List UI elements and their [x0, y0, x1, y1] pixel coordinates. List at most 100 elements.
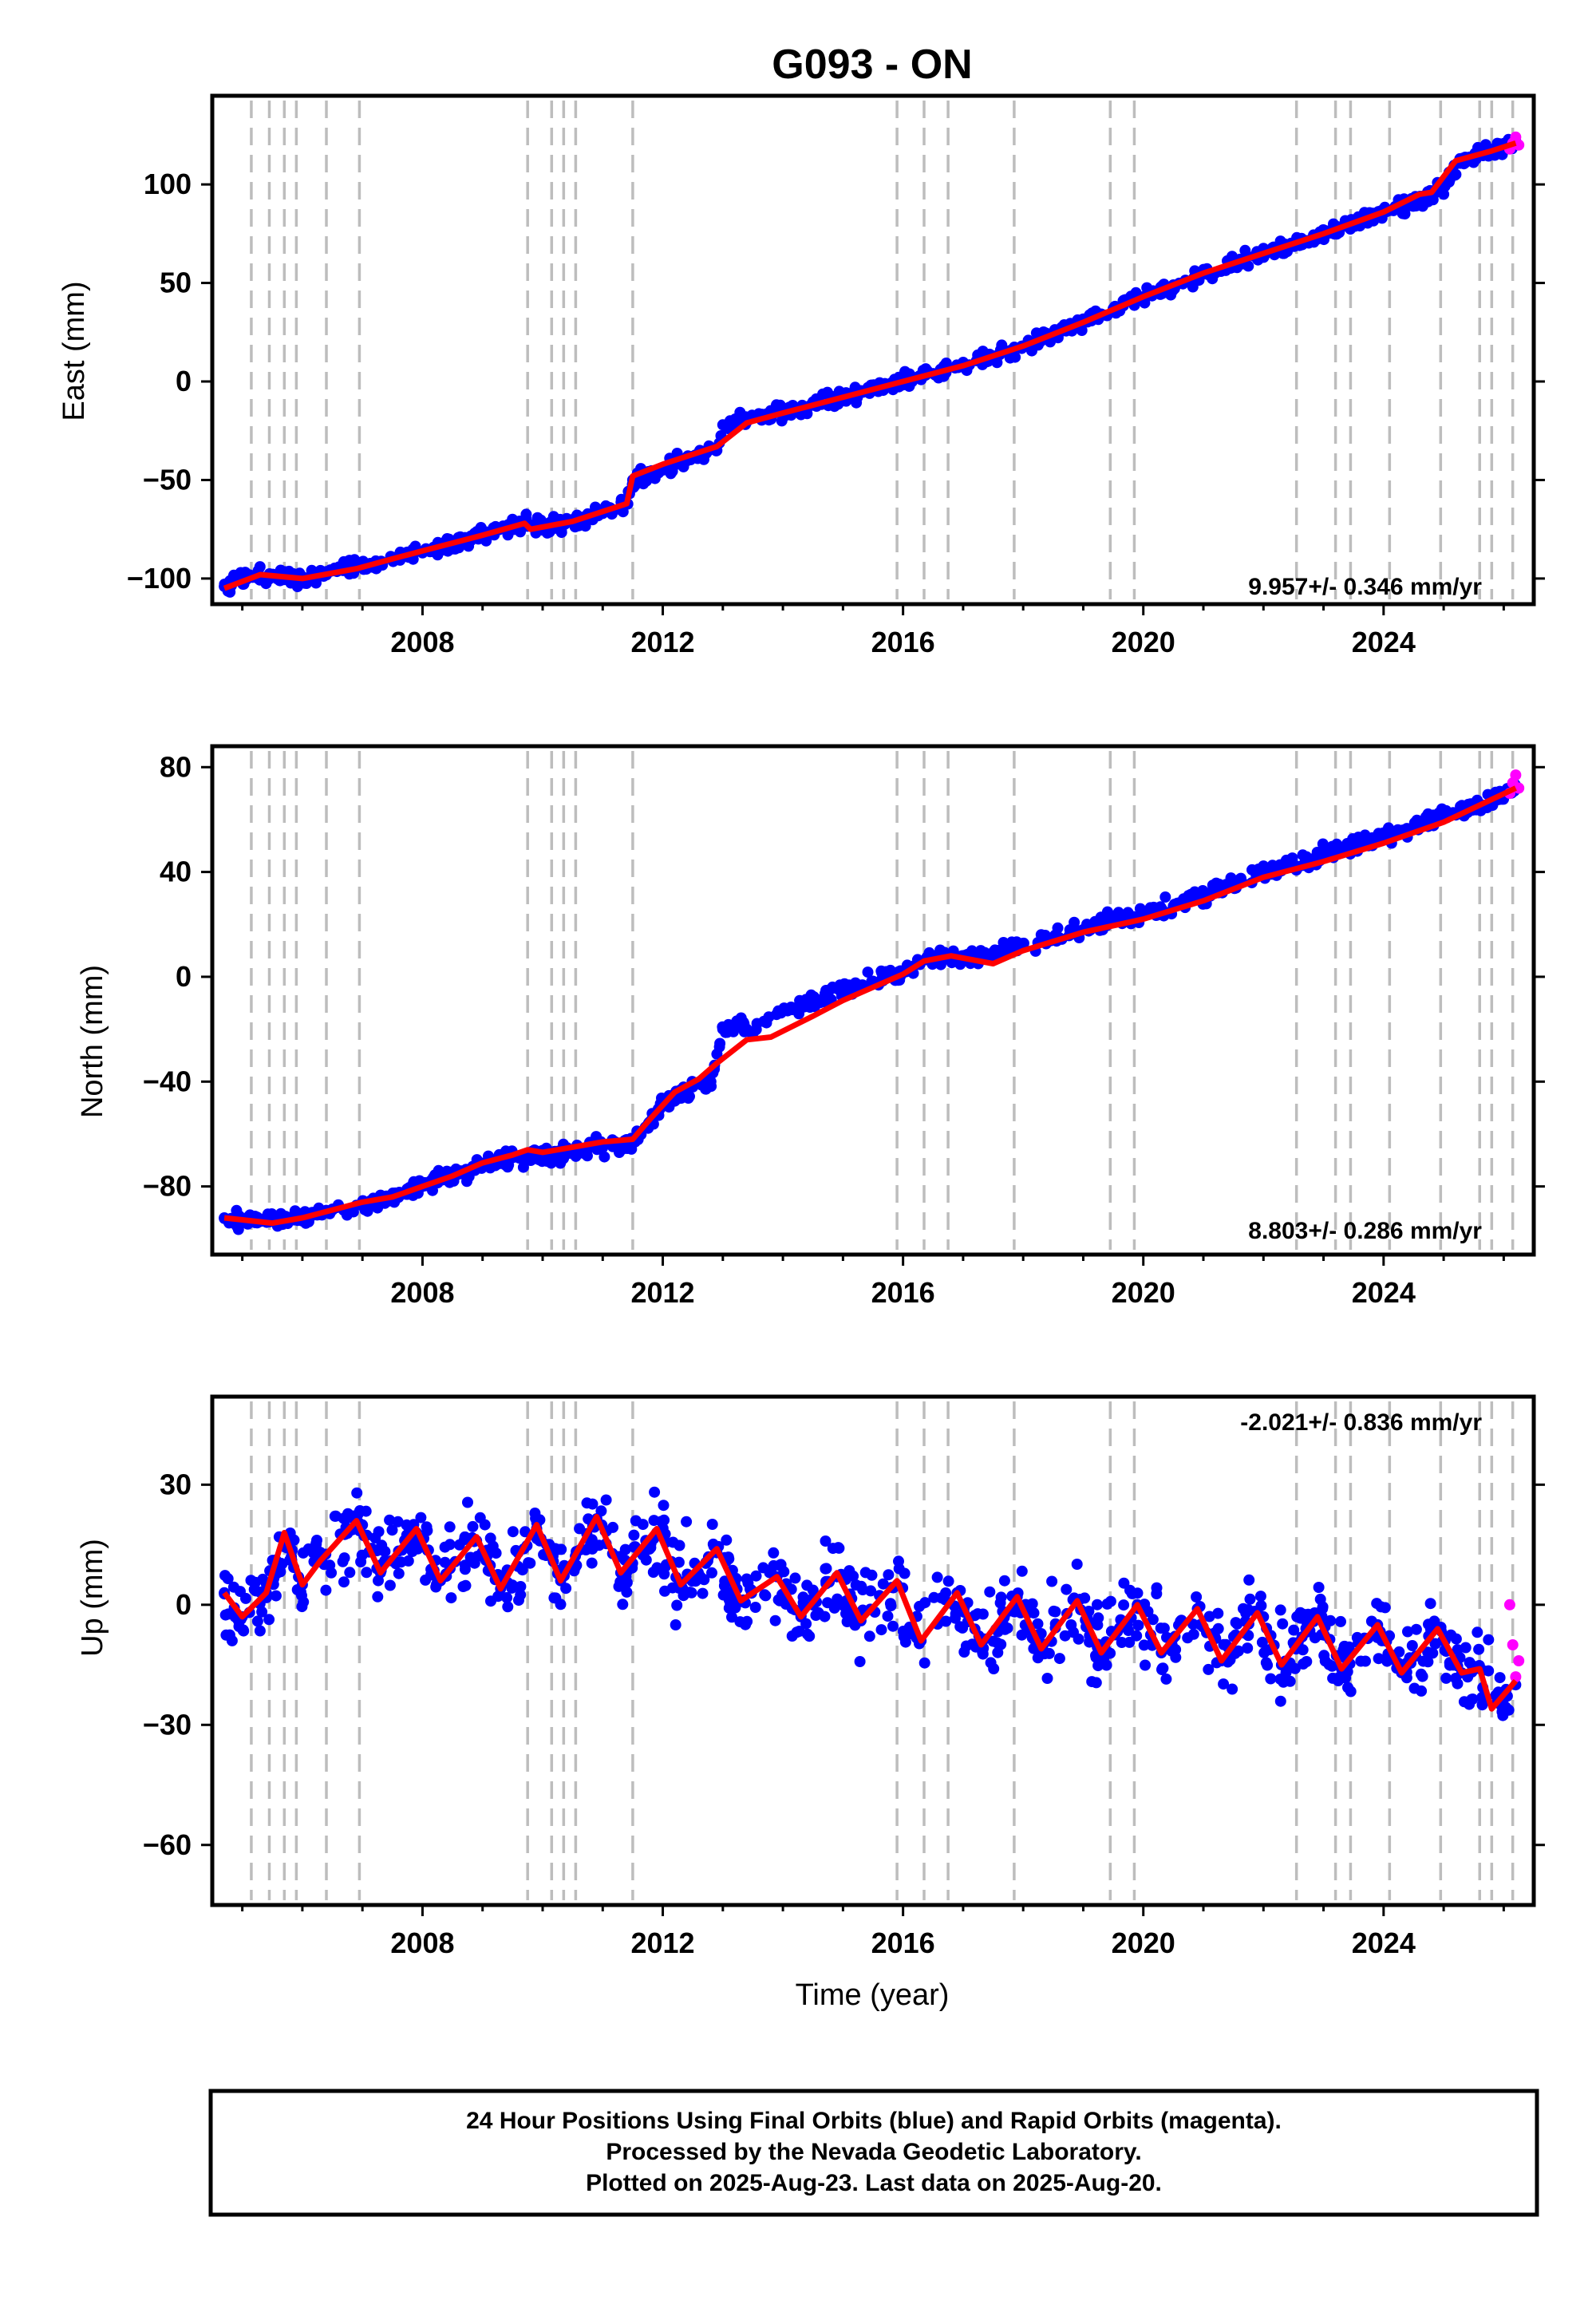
- final-orbit-point: [777, 1005, 789, 1017]
- final-orbit-point: [749, 1602, 761, 1613]
- final-orbit-point: [1187, 1628, 1199, 1640]
- final-orbit-point: [875, 1624, 887, 1636]
- final-orbit-point: [950, 1612, 961, 1624]
- final-orbit-point: [807, 997, 819, 1009]
- final-orbit-point: [750, 1570, 762, 1582]
- final-orbit-point: [1429, 1638, 1441, 1650]
- final-orbit-point: [1118, 1577, 1130, 1589]
- final-orbit-point: [574, 1523, 586, 1535]
- final-orbit-point: [863, 1630, 875, 1642]
- final-orbit-point: [250, 1576, 261, 1588]
- final-orbit-point: [222, 1573, 234, 1585]
- x-tick-label: 2020: [1112, 1927, 1175, 1959]
- final-orbit-point: [459, 1563, 471, 1575]
- chart-title: G093 - ON: [772, 41, 972, 88]
- rapid-orbit-point: [1510, 1671, 1522, 1683]
- final-orbit-point: [1218, 1678, 1230, 1690]
- final-orbit-point: [884, 1598, 896, 1610]
- final-orbit-point: [793, 1626, 805, 1637]
- final-orbit-point: [797, 1597, 809, 1609]
- north-axis-label: North (mm): [76, 965, 109, 1118]
- final-orbit-point: [840, 1607, 851, 1619]
- final-orbit-point: [439, 1541, 451, 1553]
- final-orbit-point: [843, 1565, 855, 1577]
- final-orbit-point: [706, 1519, 718, 1530]
- final-orbit-point: [1242, 1604, 1254, 1615]
- final-orbit-point: [1041, 1673, 1053, 1684]
- footnote-line-1: 24 Hour Positions Using Final Orbits (bl…: [466, 2108, 1282, 2134]
- x-tick-label: 2024: [1352, 626, 1416, 658]
- final-orbit-point: [820, 1535, 832, 1547]
- footnote-line-3: Plotted on 2025-Aug-23. Last data on 202…: [586, 2170, 1162, 2196]
- final-orbit-point: [940, 1615, 952, 1627]
- final-orbit-point: [1009, 1606, 1021, 1618]
- final-orbit-point: [801, 1579, 813, 1591]
- final-orbit-point: [235, 1586, 246, 1598]
- final-orbit-point: [462, 1496, 473, 1508]
- final-orbit-point: [726, 1611, 737, 1623]
- final-orbit-point: [670, 1619, 681, 1630]
- final-orbit-point: [1123, 1625, 1134, 1636]
- final-orbit-point: [1438, 808, 1450, 820]
- final-orbit-point: [1468, 156, 1479, 168]
- final-orbit-point: [717, 1023, 729, 1035]
- final-orbit-point: [320, 1584, 332, 1596]
- plot-frame: [210, 744, 1536, 1257]
- final-orbit-point: [1035, 929, 1047, 941]
- final-orbit-point: [1379, 1602, 1391, 1614]
- y-tick-label: 30: [160, 1468, 192, 1500]
- rapid-orbit-point: [1513, 139, 1525, 151]
- y-tick-label: 50: [160, 267, 192, 299]
- final-orbit-point: [384, 1514, 396, 1526]
- final-orbit-point: [991, 1637, 1003, 1649]
- final-orbit-point: [735, 1015, 747, 1027]
- final-orbit-point: [645, 1542, 657, 1554]
- final-orbit-point: [1483, 1634, 1495, 1646]
- final-orbit-point: [338, 1552, 350, 1564]
- y-tick-label: 40: [160, 856, 192, 888]
- y-tick-label: 80: [160, 750, 192, 783]
- final-orbit-point: [1424, 1598, 1436, 1610]
- final-orbit-point: [467, 1520, 479, 1532]
- final-orbit-point: [457, 1581, 469, 1592]
- x-tick-label: 2016: [871, 1276, 935, 1309]
- final-orbit-point: [517, 1161, 529, 1173]
- final-orbit-point: [614, 1576, 626, 1588]
- final-orbit-point: [1440, 1672, 1452, 1684]
- final-orbit-point: [263, 1614, 275, 1626]
- final-orbit-point: [369, 1532, 381, 1544]
- final-orbit-point: [1335, 1615, 1346, 1627]
- final-orbit-point: [502, 1161, 514, 1173]
- final-orbit-point: [851, 397, 863, 409]
- final-orbit-point: [1274, 1695, 1286, 1707]
- final-orbit-point: [1494, 1672, 1506, 1684]
- final-orbit-point: [658, 1500, 670, 1512]
- final-orbit-point: [326, 1567, 338, 1579]
- x-tick-label: 2008: [390, 626, 454, 658]
- final-orbit-point: [1090, 1677, 1102, 1689]
- final-orbit-point: [372, 1591, 384, 1603]
- final-orbit-point: [832, 1593, 843, 1605]
- rapid-orbit-point: [1503, 1599, 1515, 1611]
- final-orbit-point: [555, 1599, 567, 1611]
- final-orbit-point: [1203, 1663, 1215, 1675]
- final-orbit-point: [1342, 1682, 1353, 1694]
- y-tick-label: −50: [143, 463, 192, 496]
- final-orbit-point: [978, 948, 990, 960]
- final-orbit-point: [547, 511, 559, 523]
- footnote-box: 24 Hour Positions Using Final Orbits (bl…: [208, 2089, 1539, 2217]
- plot-frame: [210, 93, 1536, 607]
- x-tick-label: 2020: [1112, 626, 1175, 658]
- final-orbit-point: [384, 1579, 396, 1591]
- final-orbit-point: [1218, 1638, 1230, 1650]
- final-orbit-point: [395, 1556, 407, 1568]
- final-orbit-point: [338, 1576, 350, 1588]
- final-orbit-point: [1265, 1673, 1277, 1685]
- final-orbit-point: [1147, 1614, 1159, 1626]
- final-orbit-point: [344, 1567, 356, 1579]
- final-orbit-point: [1340, 1672, 1352, 1684]
- final-orbit-point: [876, 966, 887, 978]
- final-orbit-point: [296, 1601, 308, 1613]
- final-orbit-point: [988, 1663, 1000, 1674]
- final-orbit-point: [810, 1610, 822, 1621]
